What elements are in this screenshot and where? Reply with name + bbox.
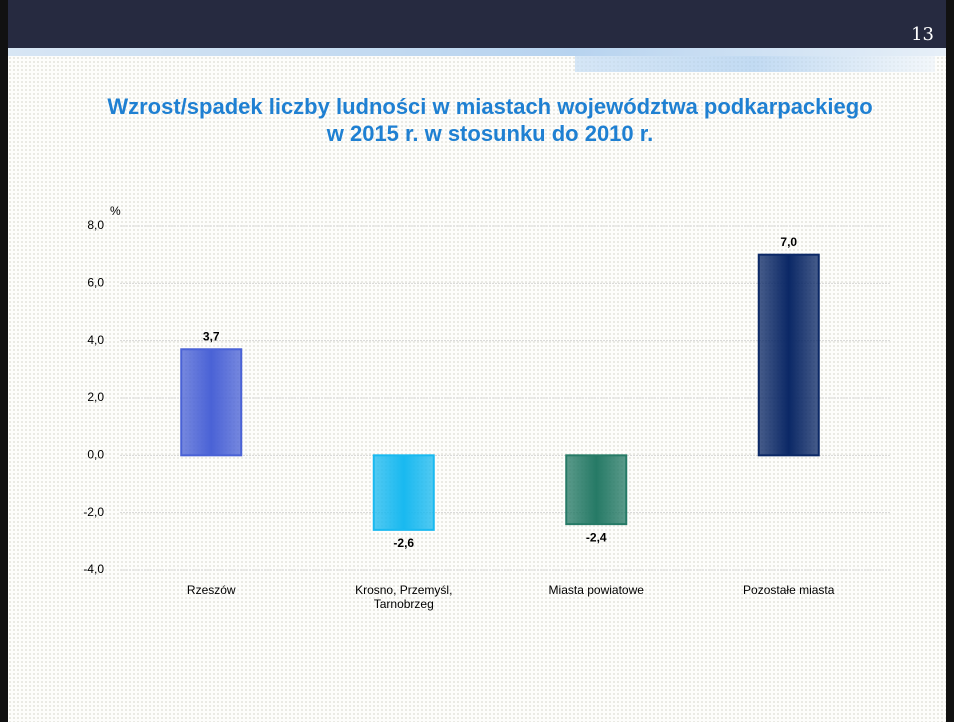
- x-tick-label: Pozostałe miasta: [743, 583, 835, 597]
- bar: [180, 348, 243, 457]
- chart-subtitle: w 2015 r. w stosunku do 2010 r.: [326, 121, 654, 146]
- bar: [565, 454, 628, 526]
- y-tick-label: -2,0: [83, 505, 104, 519]
- x-tick-label: Krosno, Przemyśl, Tarnobrzeg: [355, 583, 453, 611]
- slide-number: 13: [911, 24, 934, 45]
- frame: [0, 0, 8, 722]
- y-tick-label: 2,0: [87, 390, 104, 404]
- header-bar: [0, 0, 954, 48]
- header-strip: [0, 48, 954, 56]
- frame: [946, 0, 954, 722]
- value-label: 7,0: [780, 235, 797, 249]
- y-tick-label: 8,0: [87, 218, 104, 232]
- value-label: -2,4: [586, 530, 607, 544]
- y-tick-label: 4,0: [87, 333, 104, 347]
- y-tick-label: 6,0: [87, 276, 104, 290]
- x-tick-label: Rzeszów: [186, 583, 236, 597]
- chart-title: Wzrost/spadek liczby ludności w miastach…: [107, 94, 873, 119]
- header-strip: [575, 56, 935, 72]
- bar: [372, 454, 435, 531]
- y-tick-label: 0,0: [87, 448, 104, 462]
- y-tick-label: -4,0: [83, 562, 104, 576]
- value-label: -2,6: [393, 536, 414, 550]
- y-axis-label: %: [110, 204, 121, 218]
- value-label: 3,7: [203, 329, 220, 343]
- x-tick-label: Miasta powiatowe: [548, 583, 644, 597]
- bar: [757, 253, 820, 457]
